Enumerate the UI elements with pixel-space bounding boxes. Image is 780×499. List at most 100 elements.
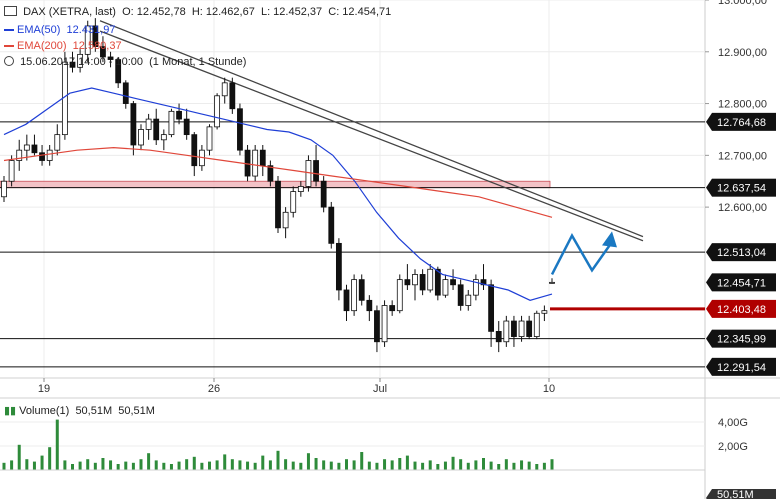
candle-body: [351, 279, 358, 312]
volume-bar: [261, 455, 265, 470]
volume-bar: [474, 460, 478, 470]
candle-body: [122, 82, 129, 104]
price-tag-box: [712, 299, 776, 318]
volume-bar: [329, 461, 333, 470]
ema50-legend: EMA(50) 12.431,97: [4, 22, 115, 38]
volume-bar: [390, 460, 394, 470]
volume-bar: [291, 461, 295, 470]
candle-body: [389, 305, 396, 312]
volume-bar: [268, 460, 272, 470]
price-tag-box: [712, 178, 776, 197]
candle-body: [84, 25, 91, 55]
candle-body: [450, 279, 456, 286]
volume-bar: [78, 461, 82, 470]
volume-bar: [200, 462, 204, 470]
volume-bar: [436, 464, 440, 470]
candle-body: [176, 110, 182, 120]
candle-body: [480, 279, 487, 286]
price-tag-label: 12.345,99: [717, 334, 766, 346]
price-tag-label: 12.291,54: [717, 362, 766, 374]
candle-body: [145, 118, 152, 130]
y-tick-label: 12.900,00: [718, 47, 767, 59]
ema50-value: 12.431,97: [66, 24, 116, 36]
volume-bar: [421, 462, 425, 470]
candle-body: [8, 160, 15, 182]
ema50-swatch: [4, 29, 14, 32]
candle-body: [153, 118, 160, 141]
volume-bar: [306, 453, 310, 470]
candle-body: [115, 59, 122, 84]
ema200-swatch: [4, 45, 14, 48]
candle-body: [328, 206, 335, 244]
candle-body: [100, 46, 106, 58]
price-tag-box: [712, 273, 776, 292]
close-value: C: 12.454,71: [328, 6, 392, 18]
x-tick-label: Jul: [373, 383, 387, 395]
candle-body: [412, 274, 418, 286]
volume-bar: [489, 461, 493, 470]
y-tick-label: 12.600,00: [718, 202, 767, 214]
candle-body: [275, 180, 281, 229]
candle-body: [488, 284, 495, 332]
volume-bar: [550, 459, 554, 470]
volume-bar: [48, 447, 52, 470]
volume-bar: [215, 460, 219, 470]
volume-bar: [169, 464, 173, 470]
candle-body: [457, 284, 464, 306]
time-range-info: 15.06.2017 14:00 - 10:00 (1 Monat, 1 Stu…: [4, 54, 246, 70]
volume-bar: [466, 462, 470, 470]
volume-bar: [504, 459, 508, 470]
volume-tag-box: [712, 489, 776, 499]
candle-body: [526, 320, 533, 337]
volume-bar: [238, 460, 242, 470]
volume-bar: [63, 460, 67, 470]
volume-bar: [192, 456, 196, 470]
trendline-lower: [99, 30, 644, 242]
volume-bar: [497, 464, 501, 470]
candle-body: [206, 126, 213, 151]
volume-legend: ▮▮ Volume(1) 50,51M 50,51M: [4, 404, 155, 418]
volume-bar: [375, 462, 379, 470]
clock-icon: [4, 56, 14, 66]
price-tag-pointer: [706, 273, 712, 292]
volume-bar: [124, 461, 128, 470]
volume-bar: [223, 454, 227, 470]
volume-bar: [71, 464, 74, 470]
high-value: H: 12.462,67: [191, 6, 255, 18]
volume-bar: [512, 462, 516, 470]
candle-body: [183, 118, 190, 136]
volume-bar: [299, 462, 303, 470]
ema50-line: [3, 87, 553, 301]
volume-bar: [337, 462, 341, 470]
candle-body: [229, 82, 236, 110]
price-tag-label: 12.764,68: [717, 117, 766, 129]
candle-body: [366, 299, 373, 312]
price-tag-pointer: [706, 357, 712, 376]
candle-body: [404, 279, 411, 286]
volume-bar: [131, 462, 135, 470]
volume-tick-label: 4,00G: [718, 417, 748, 429]
volume-bar: [253, 462, 257, 470]
price-tag-box: [712, 329, 776, 348]
volume-bar: [32, 461, 36, 470]
open-value: O: 12.452,78: [122, 6, 186, 18]
ema50-label: EMA(50): [17, 24, 61, 36]
y-tick-label: 12.700,00: [718, 150, 767, 162]
candle-body: [31, 144, 38, 154]
candle-body: [381, 305, 388, 343]
price-tag-box: [712, 112, 776, 131]
ema200-legend: EMA(200) 12.580,37: [4, 38, 122, 54]
volume-tag-label: 50,51M: [717, 489, 754, 499]
resistance-zone: [0, 180, 551, 189]
volume-bar: [208, 461, 211, 470]
chart-settings-icon[interactable]: [4, 6, 17, 16]
volume-bar: [276, 450, 280, 470]
trendline-upper: [99, 20, 644, 238]
candle-body: [23, 144, 30, 151]
candle-body: [130, 103, 137, 146]
volume-bar: [185, 459, 189, 470]
candle-body: [69, 61, 76, 68]
volume-bar: [520, 460, 524, 470]
symbol-label: DAX (XETRA, last): [23, 6, 116, 18]
forecast-arrow-head: [602, 231, 617, 248]
